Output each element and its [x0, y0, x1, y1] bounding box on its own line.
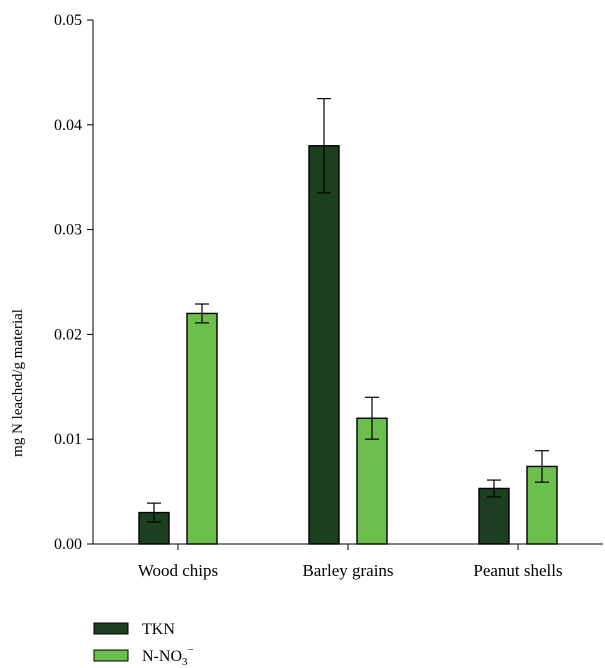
y-tick-label: 0.00	[54, 536, 82, 553]
y-tick-label: 0.03	[54, 222, 82, 239]
y-tick-label: 0.05	[54, 12, 82, 29]
bar	[478, 487, 510, 545]
legend-label-nitrate: N-NO3−	[142, 644, 194, 668]
x-tick-label: Barley grains	[302, 561, 393, 580]
x-tick-label: Peanut shells	[473, 561, 562, 580]
legend-label-tkn: TKN	[142, 621, 175, 638]
legend-swatch-nitrate	[93, 649, 129, 662]
bar	[186, 312, 218, 545]
x-axis: Wood chips Barley grains Peanut shells	[93, 543, 603, 580]
y-tick-label: 0.04	[54, 117, 82, 134]
y-axis-label: mg N leached/g material	[10, 309, 26, 457]
y-tick-label: 0.01	[54, 431, 82, 448]
y-axis: 0.00 0.01 0.02 0.03 0.04 0.05	[54, 12, 94, 553]
bars	[138, 145, 558, 545]
bar	[308, 145, 340, 545]
x-tick-label: Wood chips	[138, 561, 218, 580]
legend: TKN N-NO3−	[93, 621, 194, 668]
legend-swatch-tkn	[93, 622, 129, 635]
y-tick-label: 0.02	[54, 326, 82, 343]
error-bars	[147, 97, 549, 523]
